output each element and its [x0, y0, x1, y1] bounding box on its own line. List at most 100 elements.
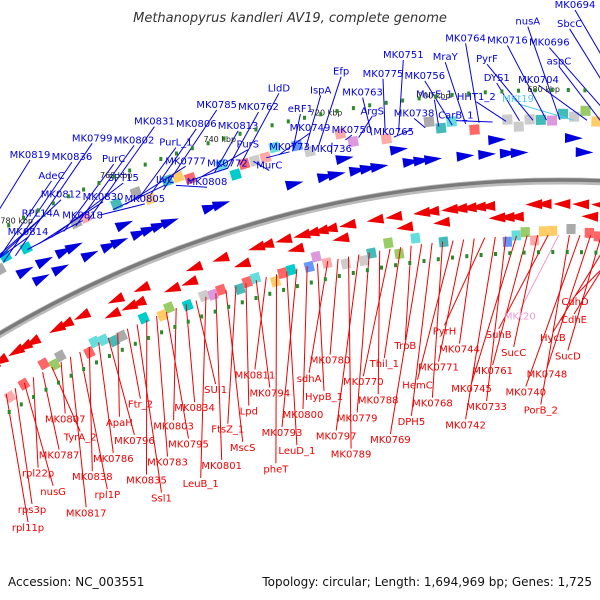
forward-gene-label: MK0808 — [187, 177, 228, 188]
forward-leader-line — [75, 145, 135, 227]
reverse-gene-arrow — [49, 320, 67, 334]
forward-gene-label: MK0764 — [445, 33, 486, 44]
reverse-gene-block — [234, 282, 246, 296]
reverse-gene-label: MK0834 — [174, 403, 215, 414]
scale-tick-mark — [51, 201, 55, 206]
reverse-leader-line — [540, 234, 570, 405]
forward-gene-arrow — [456, 151, 475, 162]
reverse-gene-label: Lpd — [240, 407, 258, 418]
reverse-gene-label: HemC — [402, 381, 432, 392]
reverse-gene-arrow — [74, 308, 92, 320]
scale-tick-mark — [436, 257, 440, 262]
reverse-gene-label: MK0817 — [66, 508, 107, 519]
scale-tick-mark — [494, 252, 497, 256]
forward-gene-block — [160, 174, 174, 187]
forward-leader-line — [0, 180, 52, 258]
scale-tick-mark — [95, 360, 98, 365]
forward-leader-line — [382, 78, 386, 134]
reverse-leader-line — [107, 337, 135, 436]
reverse-leader-line — [14, 388, 33, 504]
reverse-gene-arrow — [104, 306, 122, 319]
reverse-gene-arrow — [107, 292, 126, 304]
reverse-leader-line — [552, 254, 600, 333]
forward-leader-line — [318, 76, 342, 146]
reverse-gene-label: pheT — [263, 464, 289, 475]
forward-gene-arrow — [488, 135, 507, 146]
reverse-gene-block — [366, 247, 377, 259]
forward-gene-label: MK0772 — [207, 158, 248, 169]
forward-gene-label: MK0813 — [218, 121, 259, 132]
scale-tick-mark — [565, 250, 569, 254]
reverse-gene-label: rpl11p — [12, 523, 44, 534]
reverse-leader-line — [362, 248, 391, 377]
forward-gene-block — [469, 124, 480, 135]
forward-gene-block — [513, 121, 524, 132]
forward-gene-label: MK0785 — [196, 100, 237, 111]
reverse-gene-label: MK0801 — [201, 461, 242, 472]
reverse-gene-arrow — [164, 281, 182, 293]
forward-gene-label: PurC — [102, 154, 125, 165]
forward-gene-label: MK0806 — [176, 119, 217, 130]
reverse-gene-label: TrpB — [393, 341, 416, 352]
forward-gene-label: ArgS — [360, 106, 383, 117]
forward-gene-arrow — [50, 264, 70, 277]
forward-leader-line — [569, 28, 600, 79]
reverse-gene-arrow — [311, 224, 330, 235]
forward-gene-label: MK0818 — [62, 211, 103, 222]
reverse-gene-label: FtsZ_1 — [211, 425, 244, 436]
reverse-gene-block — [276, 267, 289, 280]
forward-gene-label: MK0762 — [238, 102, 279, 113]
reverse-leader-line — [227, 286, 237, 424]
reverse-gene-arrow — [287, 242, 305, 253]
forward-leader-line — [305, 95, 322, 149]
reverse-gene-arrow — [450, 203, 468, 213]
scale-tick-mark — [323, 277, 327, 282]
reverse-gene-block — [53, 349, 67, 363]
forward-gene-label: PurS — [236, 140, 259, 151]
forward-gene-label: MK0775 — [363, 69, 404, 80]
reverse-gene-label: MK0783 — [147, 458, 188, 469]
forward-gene-label: MK0704 — [518, 75, 559, 86]
feature-layer — [0, 105, 600, 404]
scale-tick-mark — [286, 119, 290, 124]
scale-tick-mark — [533, 88, 537, 93]
reverse-leader-line — [69, 356, 87, 508]
forward-gene-arrow — [31, 274, 50, 287]
forward-leader-line — [213, 130, 239, 173]
reverse-gene-block — [310, 250, 322, 263]
reverse-gene-label: Thil_1 — [369, 359, 399, 370]
reverse-gene-arrow — [133, 280, 151, 293]
forward-leader-line — [14, 143, 93, 257]
reverse-gene-label: rpl22p — [22, 469, 54, 480]
forward-gene-label: MK0814 — [8, 227, 49, 238]
reverse-leader-line — [286, 271, 298, 446]
scale-tick-mark — [551, 250, 555, 254]
forward-gene-block — [229, 168, 242, 181]
scale-tick-mark — [337, 274, 341, 278]
reverse-gene-arrow — [248, 240, 266, 251]
forward-gene-arrow — [370, 163, 389, 173]
reverse-gene-label: MK0771 — [418, 363, 459, 374]
scale-tick-mark — [82, 367, 86, 371]
reverse-gene-label: MK0811 — [235, 370, 276, 381]
reverse-leader-line — [356, 252, 370, 413]
forward-gene-label: SbcC — [557, 19, 582, 30]
scale-tick-mark — [7, 223, 11, 228]
reverse-gene-label: HypB_1 — [305, 392, 343, 403]
scale-tick-mark — [483, 90, 487, 95]
forward-gene-arrow — [327, 171, 346, 181]
reverse-leader-line — [126, 328, 141, 399]
reverse-gene-arrow — [396, 221, 414, 232]
forward-gene-label: CarB_1 — [438, 111, 473, 122]
forward-gene-block — [423, 116, 435, 128]
reverse-gene-label: MK0740 — [505, 388, 546, 399]
reverse-leader-line — [79, 351, 108, 490]
scale-tick-mark — [133, 341, 137, 346]
reverse-gene-label: CdhD — [561, 297, 589, 308]
forward-leader-line — [175, 184, 208, 188]
reverse-gene-label: rpl1P — [94, 490, 120, 501]
kbp-tick-label: 680 kbp — [527, 85, 560, 94]
forward-leader-line — [393, 129, 413, 138]
reverse-gene-label: ApaH — [106, 418, 133, 429]
scale-tick-mark — [190, 146, 194, 151]
